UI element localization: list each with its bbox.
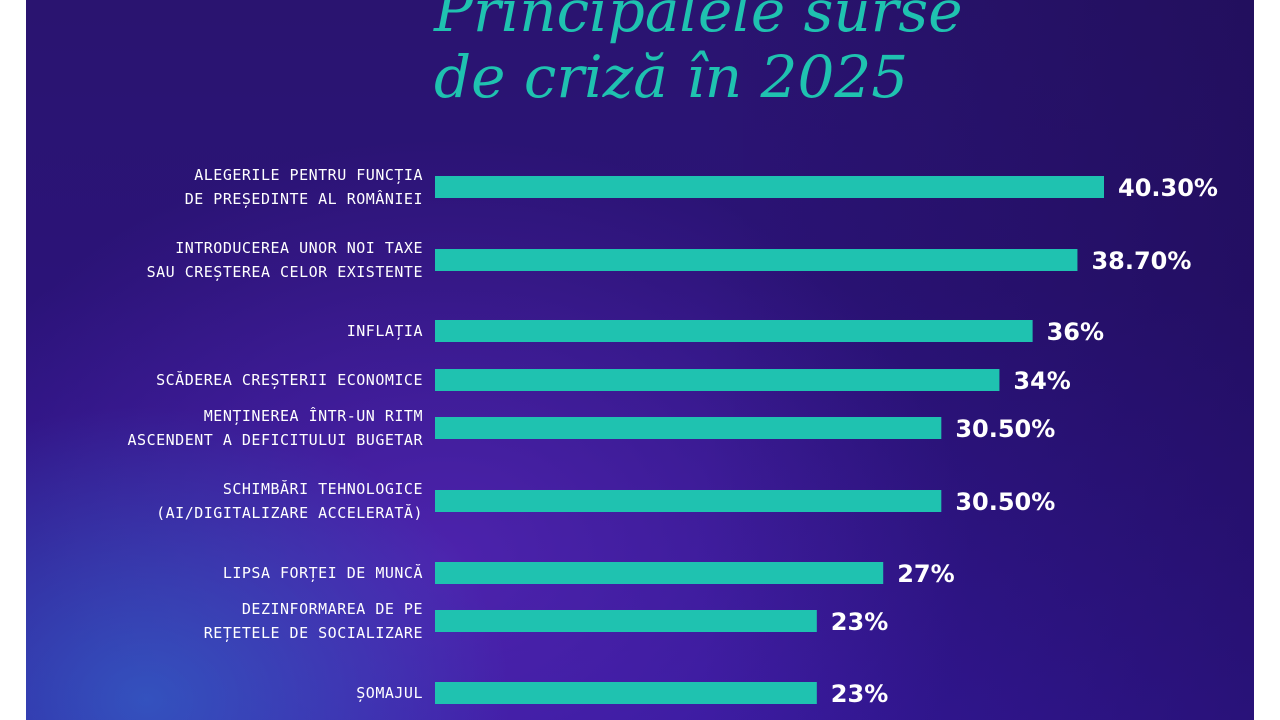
category-label: ALEGERILE PENTRU FUNCȚIA [194,166,423,184]
category-label: ȘOMAJUL [356,684,423,702]
category-label: LIPSA FORȚEI DE MUNCĂ [223,563,423,582]
bar [435,682,817,704]
value-label: 38.70% [1091,247,1191,275]
bar-chart: 40.30% ALEGERILE PENTRU FUNCȚIA DE PREȘEDI… [128,166,1218,708]
chart-title-line-1: Principalele surse [434,0,963,45]
value-label: 30.50% [955,415,1055,443]
value-label: 40.30% [1118,174,1218,202]
bar [435,417,942,439]
category-label: REȚETELE DE SOCIALIZARE [204,624,423,642]
bar [435,249,1078,271]
bar [435,176,1104,198]
chart-title-line-2: de criză în 2025 [434,43,909,111]
value-label: 27% [897,560,954,588]
category-label: INFLAȚIA [347,322,423,340]
value-label: 36% [1047,318,1104,346]
value-label: 23% [831,680,888,708]
category-label: (AI/DIGITALIZARE ACCELERATĂ) [156,503,423,522]
infographic-card: Principalele surse de criză în 2025 40.3… [26,0,1254,720]
category-label: ASCENDENT A DEFICITULUI BUGETAR [128,431,424,449]
category-label: DEZINFORMAREA DE PE [242,600,423,618]
category-label: DE PREȘEDINTE AL ROMÂNIEI [185,189,423,208]
category-label: SAU CREȘTEREA CELOR EXISTENTE [147,263,423,281]
value-label: 23% [831,608,888,636]
value-label: 34% [1013,367,1070,395]
bar [435,320,1033,342]
category-label: SCHIMBĂRI TEHNOLOGICE [223,479,423,498]
bar [435,490,942,512]
category-label: INTRODUCEREA UNOR NOI TAXE [175,239,423,257]
bar [435,369,1000,391]
category-label: SCĂDEREA CREȘTERII ECONOMICE [156,370,423,389]
bar [435,562,884,584]
category-label: MENȚINEREA ÎNTR-UN RITM [204,406,423,425]
bar [435,610,817,632]
chart-title: Principalele surse de criză în 2025 [434,0,963,110]
value-label: 30.50% [955,488,1055,516]
